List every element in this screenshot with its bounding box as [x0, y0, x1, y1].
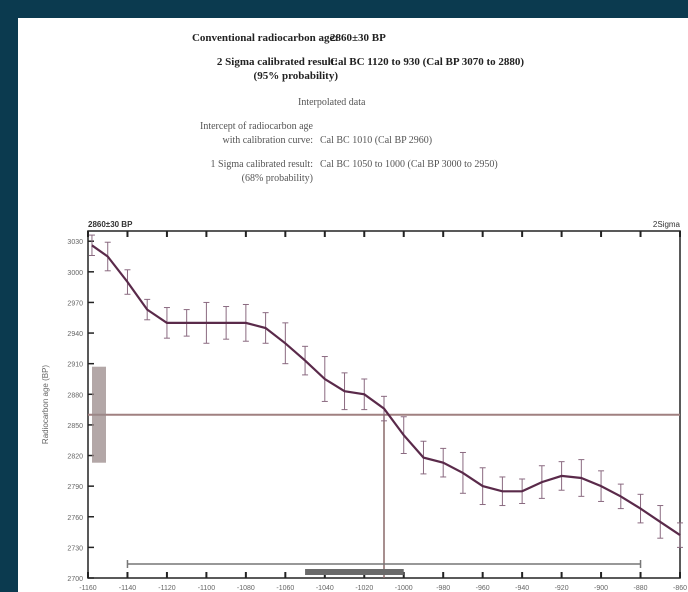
y-tick-label: 2910	[67, 362, 83, 369]
interpolated-heading: Interpolated data	[298, 97, 366, 108]
one-sigma-label: 1 Sigma calibrated result:	[210, 159, 313, 170]
y-tick-label: 2970	[67, 300, 83, 307]
two-sigma-value: Cal BC 1120 to 930 (Cal BP 3070 to 2880)	[330, 56, 525, 68]
calibration-chart: 2700 2730 2760 2790 2820 2850 2880 2910 2940 2970…	[41, 220, 687, 592]
y-tick-label: 2790	[67, 484, 83, 491]
y-tick-label: 2880	[67, 392, 83, 399]
y-axis-label: Radiocarbon age (BP)	[41, 365, 50, 444]
x-tick-label: -1040	[316, 585, 334, 592]
y-tick-label: 2700	[67, 576, 83, 583]
calibration-curve	[91, 244, 681, 537]
one-sigma-probability: (68% probability)	[241, 173, 313, 184]
x-tick-label: -940	[515, 585, 529, 592]
y-tick-label: 3000	[67, 270, 83, 277]
one-sigma-value: Cal BC 1050 to 1000 (Cal BP 3000 to 2950…	[320, 159, 498, 170]
x-tick-label: -860	[673, 585, 687, 592]
x-tick-label: -1000	[395, 585, 413, 592]
y-tick-label: 3030	[67, 239, 83, 246]
two-sigma-label: 2 Sigma calibrated result:	[216, 56, 338, 68]
y-tick-label: 2730	[67, 545, 83, 552]
intercept-label: Intercept of radiocarbon age	[200, 121, 313, 132]
y-tick-label: 2850	[67, 423, 83, 430]
x-tick-label: -900	[594, 585, 608, 592]
top-right-label: 2Sigma	[653, 220, 681, 229]
x-tick-label: -980	[436, 585, 450, 592]
x-tick-label: -1080	[237, 585, 255, 592]
one-sigma-range	[305, 569, 404, 575]
age-distribution	[92, 366, 106, 463]
report-page: Conventional radiocarbon age: 2860±30 BP…	[18, 18, 688, 592]
x-tick-label: -960	[476, 585, 490, 592]
x-tick-label: -920	[555, 585, 569, 592]
y-tick-label: 2760	[67, 515, 83, 522]
x-tick-label: -1140	[119, 585, 136, 592]
conventional-age-label: Conventional radiocarbon age:	[191, 32, 338, 44]
y-tick-label: 2820	[67, 454, 83, 461]
conventional-age-value: 2860±30 BP	[330, 32, 386, 44]
y-tick-label: 2940	[67, 331, 83, 338]
x-tick-label: -1120	[158, 585, 175, 592]
x-tick-label: -1020	[355, 585, 373, 592]
x-tick-label: -880	[634, 585, 648, 592]
intercept-label-2: with calibration curve:	[222, 135, 313, 146]
intercept-value: Cal BC 1010 (Cal BP 2960)	[320, 135, 433, 146]
two-sigma-probability: (95% probability)	[253, 70, 338, 82]
x-tick-label: -1160	[79, 585, 96, 592]
x-tick-label: -1100	[198, 585, 215, 592]
top-left-label: 2860±30 BP	[88, 220, 133, 229]
x-tick-label: -1060	[276, 585, 294, 592]
